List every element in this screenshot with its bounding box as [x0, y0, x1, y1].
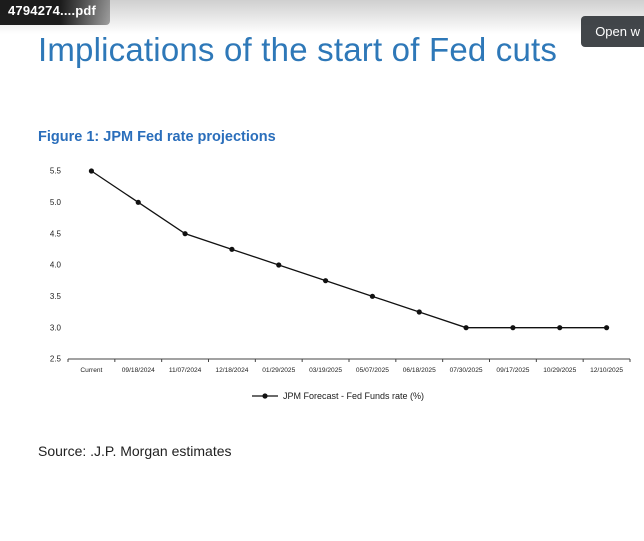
- svg-text:10/29/2025: 10/29/2025: [543, 367, 576, 374]
- document-page: Implications of the start of Fed cuts Fi…: [38, 31, 638, 459]
- fed-rate-line-chart: 2.5 3.0 3.5 4.0 4.5 5.0 5.5 Current 09/18/2024 11…: [50, 167, 631, 374]
- svg-text:5.0: 5.0: [50, 198, 62, 207]
- figure-caption: Figure 1: JPM Fed rate projections: [38, 128, 276, 145]
- viewer-filename: 4794274....pdf: [8, 3, 97, 18]
- svg-text:12/10/2025: 12/10/2025: [590, 367, 623, 374]
- page-title: Implications of the start of Fed cuts: [38, 31, 558, 68]
- svg-text:03/19/2025: 03/19/2025: [309, 367, 342, 374]
- svg-text:09/18/2024: 09/18/2024: [122, 367, 155, 374]
- svg-text:01/29/2025: 01/29/2025: [262, 367, 295, 374]
- svg-text:12/18/2024: 12/18/2024: [215, 367, 248, 374]
- svg-text:4.5: 4.5: [50, 229, 62, 238]
- chart-legend: JPM Forecast - Fed Funds rate (%): [38, 391, 638, 401]
- svg-text:2.5: 2.5: [50, 355, 62, 364]
- svg-text:07/30/2025: 07/30/2025: [450, 367, 483, 374]
- svg-text:4.0: 4.0: [50, 261, 62, 270]
- svg-text:Current: Current: [80, 367, 102, 374]
- svg-text:06/18/2025: 06/18/2025: [403, 367, 436, 374]
- svg-text:3.5: 3.5: [50, 292, 62, 301]
- svg-text:3.0: 3.0: [50, 323, 62, 332]
- open-with-button[interactable]: Open w: [581, 16, 644, 47]
- svg-text:11/07/2024: 11/07/2024: [169, 367, 202, 374]
- filename-chip: 4794274....pdf: [0, 0, 111, 25]
- fed-rate-chart: 2.5 3.0 3.5 4.0 4.5 5.0 5.5 Current 09/18/2024 11…: [38, 161, 638, 401]
- source-text: Source: .J.P. Morgan estimates: [38, 442, 232, 459]
- legend-label: JPM Forecast - Fed Funds rate (%): [282, 390, 425, 401]
- svg-text:09/17/2025: 09/17/2025: [496, 367, 529, 374]
- svg-text:05/07/2025: 05/07/2025: [356, 367, 389, 374]
- legend-marker-icon: [251, 393, 278, 399]
- svg-text:5.5: 5.5: [50, 167, 62, 176]
